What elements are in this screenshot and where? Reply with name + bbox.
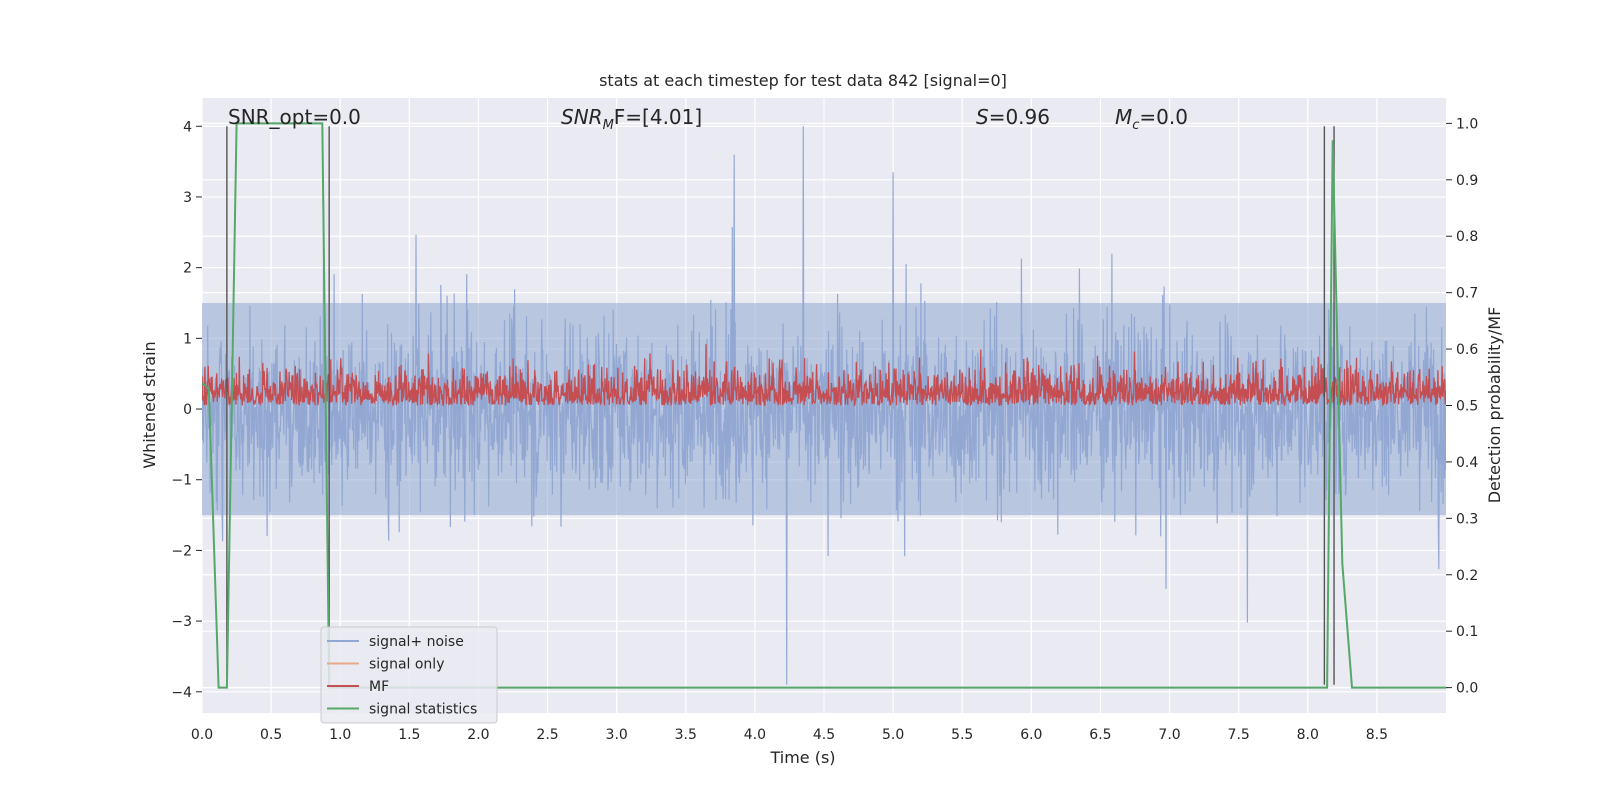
right-y-tick-label: 0.0 [1456, 681, 1478, 697]
left-y-axis: 4 3 2 1 0 −1 −2 −3 −4 [171, 119, 202, 701]
right-y-tick-label: 0.4 [1456, 455, 1478, 471]
legend-box [320, 626, 498, 724]
series-layer [202, 122, 1446, 689]
mc-subscript: c [1132, 118, 1139, 133]
right-y-tick-label: 0.9 [1456, 173, 1478, 189]
x-tick-label: 7.0 [1158, 727, 1180, 743]
x-tick-label: 5.5 [951, 727, 973, 743]
x-tick-label: 8.0 [1297, 727, 1319, 743]
chart-title: stats at each timestep for test data 842… [599, 71, 1007, 90]
right-y-tick-label: 0.7 [1456, 286, 1478, 302]
mf-series [202, 344, 1446, 407]
legend-label: signal only [369, 657, 444, 673]
x-tick-label: 1.0 [329, 727, 351, 743]
x-tick-label: 3.0 [606, 727, 628, 743]
snr-opt-annotation: SNR_opt=0.0 [228, 105, 361, 129]
snr-mf-subscript: M [603, 118, 614, 133]
right-y-tick-label: 0.2 [1456, 568, 1478, 584]
left-y-tick-label: 1 [183, 331, 192, 347]
left-y-tick-label: −4 [171, 685, 192, 701]
x-tick-label: 4.0 [744, 727, 766, 743]
x-tick-label: 2.5 [536, 727, 558, 743]
right-y-tick-label: 0.6 [1456, 342, 1478, 358]
x-tick-label: 3.5 [675, 727, 697, 743]
x-tick-label: 7.5 [1228, 727, 1250, 743]
legend-label: signal+ noise [369, 634, 464, 650]
x-tick-label: 0.5 [260, 727, 282, 743]
x-tick-label: 5.0 [882, 727, 904, 743]
left-y-tick-label: 3 [183, 190, 192, 206]
mc-annotation: Mc=0.0 [1115, 105, 1188, 133]
right-y-tick-label: 0.8 [1456, 229, 1478, 245]
s-value: =0.96 [989, 105, 1050, 129]
left-y-tick-label: −3 [171, 614, 192, 630]
right-y-axis-label: Detection probability/MF [1485, 307, 1504, 504]
legend: signal+ noise signal only MF signal statist… [320, 626, 498, 724]
right-y-tick-label: 1.0 [1456, 116, 1478, 132]
mc-value: =0.0 [1139, 105, 1188, 129]
right-y-tick-label: 0.1 [1456, 624, 1478, 640]
legend-label: MF [369, 679, 389, 695]
left-y-axis-label: Whitened strain [140, 341, 159, 468]
x-axis: 0.0 0.5 1.0 1.5 2.0 2.5 3.0 3.5 4.0 4.5 5.0 5.5 6.0 6… [191, 727, 1388, 743]
left-y-tick-label: −2 [171, 543, 192, 559]
x-tick-label: 6.5 [1089, 727, 1111, 743]
x-axis-label: Time (s) [769, 748, 835, 767]
x-tick-label: 8.5 [1366, 727, 1388, 743]
left-y-tick-label: 4 [183, 119, 192, 135]
mc-symbol: M [1115, 105, 1132, 129]
x-tick-label: 6.0 [1020, 727, 1042, 743]
signal-noise-series [202, 126, 1446, 685]
x-tick-label: 4.5 [813, 727, 835, 743]
left-y-tick-label: 0 [183, 402, 192, 418]
right-y-axis: 1.0 0.9 0.8 0.7 0.6 0.5 0.4 0.3 0.2 0.1 0.0 [1446, 116, 1478, 697]
snr-mf-symbol: SNR [561, 105, 603, 129]
right-y-tick-label: 0.3 [1456, 511, 1478, 527]
right-y-tick-label: 0.5 [1456, 399, 1478, 415]
snr-mf-value: F=[4.01] [614, 105, 702, 129]
s-annotation: S=0.96 [976, 105, 1050, 129]
s-symbol: S [976, 105, 989, 129]
snr-mf-annotation: SNRMF=[4.01] [561, 105, 702, 133]
x-tick-label: 0.0 [191, 727, 213, 743]
legend-label: signal statistics [369, 702, 477, 718]
x-tick-label: 1.5 [398, 727, 420, 743]
left-y-tick-label: −1 [171, 473, 192, 489]
left-y-tick-label: 2 [183, 261, 192, 277]
x-tick-label: 2.0 [467, 727, 489, 743]
